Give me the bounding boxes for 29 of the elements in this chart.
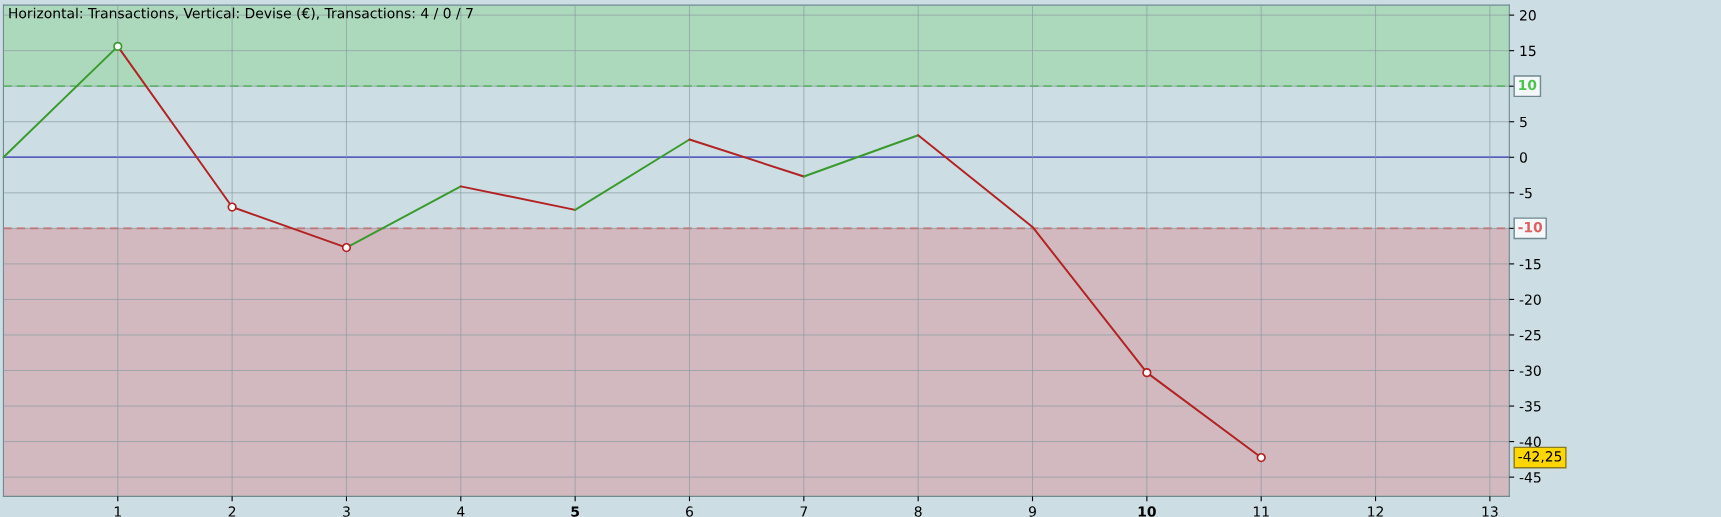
y-tick-label: -35 [1519, 401, 1541, 412]
y-tick-label: 20 [1520, 10, 1536, 21]
x-tick-label: 3 [343, 506, 350, 517]
x-tick-label: 5 [571, 506, 580, 517]
text: -42,25 [1518, 451, 1562, 464]
x-tick-label: 7 [800, 506, 808, 517]
x-tick-label: 4 [457, 506, 465, 517]
y-tick-label: -45 [1519, 472, 1541, 483]
x-tick-label: 1 [114, 506, 121, 517]
y-tick-label: 15 [1520, 45, 1536, 57]
x-tick-label: 11 [1253, 506, 1269, 517]
x-tick-label: 10 [1138, 506, 1156, 517]
chart-title: Horizontal: Transactions, Vertical: Devise (€), Transactions: 4 / 0 / 7 [9, 7, 473, 21]
y-tick-label: -5 [1519, 187, 1532, 199]
y-tick-label: -20 [1519, 294, 1541, 305]
y-tick-label: -25 [1519, 329, 1541, 341]
x-tick-label: 9 [1028, 506, 1036, 517]
ref-line-label: -10 [1518, 221, 1543, 233]
x-tick-label: 2 [228, 506, 236, 517]
x-tick-label: 13 [1482, 506, 1498, 517]
x-tick-label: 12 [1368, 506, 1383, 517]
y-tick-label: 0 [1519, 152, 1527, 163]
x-tick-label: 6 [686, 506, 694, 517]
y-tick-label: -15 [1519, 259, 1541, 270]
y-tick-label: -40 [1519, 436, 1541, 448]
y-tick-label: 5 [1520, 116, 1527, 128]
ref-line-label: 10 [1519, 79, 1537, 91]
y-tick-label: -30 [1519, 365, 1541, 376]
x-tick-label: 8 [914, 506, 922, 517]
